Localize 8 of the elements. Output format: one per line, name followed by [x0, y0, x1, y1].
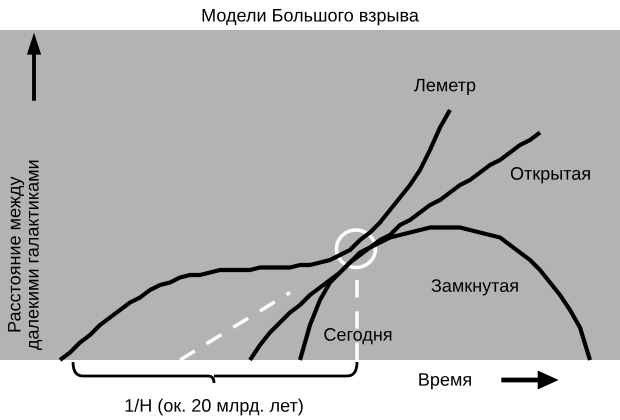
chart-title: Модели Большого взрыва — [202, 9, 419, 26]
series-label: Леметр — [414, 78, 476, 95]
series-label: Замкнутая — [432, 279, 518, 296]
series-label: Открытая — [510, 167, 590, 184]
text: 1/H (ок. 20 млрд. лет) — [126, 398, 303, 416]
x-axis-title: Время — [419, 373, 471, 390]
y-axis-title: Расстояние между далекими галактиками — [8, 160, 42, 350]
annotation: Сегодня — [324, 328, 392, 344]
